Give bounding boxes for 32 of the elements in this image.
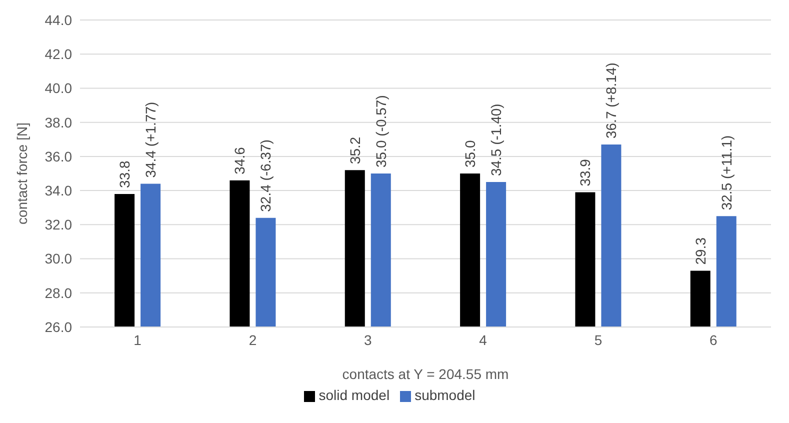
y-tick-label: 32.0 — [44, 216, 72, 233]
y-tick-label: 40.0 — [44, 80, 72, 96]
data-label: 35.0 (-0.57) — [372, 95, 389, 168]
data-label: 34.5 (-1.40) — [488, 104, 504, 176]
legend-label: solid model — [318, 387, 390, 403]
y-tick-label: 30.0 — [44, 250, 72, 267]
x-tick-label: 4 — [479, 332, 488, 348]
y-tick-label: 44.0 — [44, 12, 72, 28]
data-label: 33.9 — [577, 158, 594, 186]
data-label: 32.4 (-6.37) — [258, 139, 274, 212]
x-tick-label: 1 — [134, 332, 142, 348]
x-tick-label: 2 — [248, 332, 257, 348]
x-tick-label: 3 — [364, 332, 372, 348]
data-label: 29.3 — [692, 237, 708, 265]
y-axis-title: contact force [N] — [14, 122, 30, 224]
y-tick-label: 38.0 — [44, 114, 72, 130]
x-axis-title: contacts at Y = 204.55 mm — [342, 366, 509, 382]
y-tick-label: 42.0 — [44, 46, 72, 62]
y-tick-label: 26.0 — [44, 318, 72, 335]
y-tick-label: 28.0 — [44, 284, 72, 301]
data-label: 34.4 (+1.77) — [142, 102, 159, 178]
data-label: 36.7 (+8.14) — [603, 62, 620, 139]
x-tick-label: 5 — [594, 332, 602, 348]
legend-label: submodel — [414, 387, 476, 403]
x-tick-label: 6 — [710, 332, 718, 348]
data-label: 32.5 (+11.1) — [718, 135, 734, 210]
data-label: 33.8 — [116, 160, 133, 188]
y-tick-label: 36.0 — [44, 148, 72, 164]
data-label: 35.2 — [346, 136, 363, 164]
data-label: 35.0 — [462, 140, 478, 168]
y-tick-label: 34.0 — [44, 182, 72, 199]
data-label: 34.6 — [232, 146, 248, 174]
